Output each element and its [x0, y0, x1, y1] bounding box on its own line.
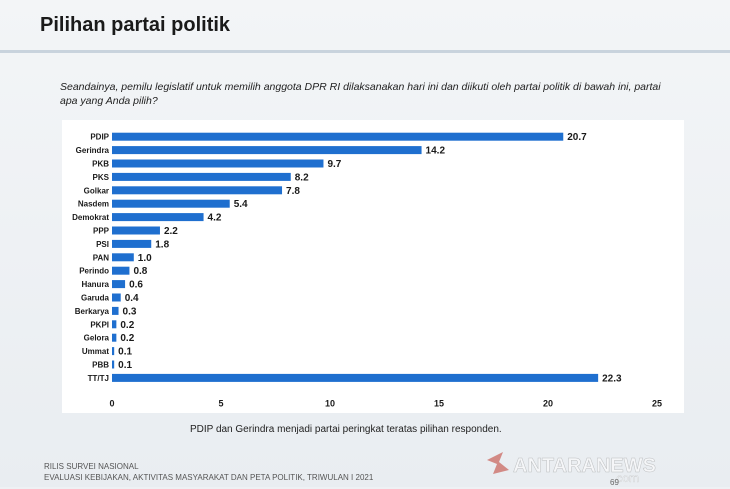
watermark-sub-text: .com — [613, 471, 639, 484]
category-label: PPP — [93, 227, 110, 236]
bar-value-label: 0.6 — [129, 280, 143, 291]
category-label: Gerindra — [76, 146, 110, 155]
footer-line-2: EVALUASI KEBIJAKAN, AKTIVITAS MASYARAKAT… — [44, 473, 374, 482]
category-label: PDIP — [90, 133, 109, 142]
category-label: PBB — [92, 361, 109, 370]
bar-value-label: 0.3 — [123, 306, 137, 317]
bar — [112, 266, 130, 275]
bar-value-label: 14.2 — [426, 146, 446, 157]
bar-value-label: 2.2 — [164, 226, 178, 237]
bar-value-label: 5.4 — [234, 199, 248, 210]
bar-value-label: 8.2 — [295, 172, 309, 183]
page-number: 69 — [610, 478, 619, 487]
bar — [112, 280, 126, 289]
bar — [112, 172, 291, 181]
bar — [112, 373, 599, 382]
bar-value-label: 0.4 — [125, 293, 139, 304]
chart-panel: PDIP 20.7 Gerindra 14.2 PKB 9.7 PKS 8.2 Golkar 7.… — [62, 120, 684, 413]
category-label: TT/TJ — [88, 374, 109, 383]
slide-title: Pilihan partai politik — [40, 14, 231, 36]
bar-value-label: 1.0 — [138, 253, 152, 264]
bar-value-label: 22.3 — [602, 373, 622, 384]
footer-line-1: RILIS SURVEI NASIONAL — [44, 462, 139, 471]
category-label: Hanura — [81, 280, 109, 289]
x-tick-label: 0 — [109, 399, 114, 409]
category-label: Perindo — [79, 267, 109, 276]
category-label: PKB — [92, 160, 109, 169]
bar — [112, 360, 115, 369]
x-tick-label: 20 — [543, 399, 553, 409]
bar-value-label: 20.7 — [567, 132, 587, 143]
bar-value-label: 4.2 — [208, 213, 222, 224]
bar — [112, 226, 160, 235]
bar — [112, 347, 115, 356]
bar — [112, 199, 230, 208]
bar-value-label: 0.1 — [118, 360, 132, 371]
category-label: Berkarya — [75, 307, 110, 316]
bar-value-label: 9.7 — [327, 159, 341, 170]
category-label: PKS — [93, 173, 110, 182]
title-divider — [0, 50, 730, 53]
bar-value-label: 7.8 — [286, 186, 300, 197]
bar-value-label: 0.2 — [120, 320, 134, 331]
bar — [112, 333, 117, 342]
category-label: Garuda — [81, 294, 110, 303]
bar-value-label: 0.1 — [118, 347, 132, 358]
category-label: PAN — [93, 253, 110, 262]
bar — [112, 320, 117, 329]
bar-value-label: 0.2 — [120, 333, 134, 344]
category-label: Gelora — [84, 334, 110, 343]
x-tick-label: 25 — [652, 399, 662, 409]
bar — [112, 132, 564, 141]
category-label: Demokrat — [72, 213, 109, 222]
bar — [112, 306, 119, 315]
x-tick-label: 15 — [434, 399, 444, 409]
survey-question: Seandainya, pemilu legislatif untuk memi… — [60, 81, 661, 107]
bar — [112, 146, 422, 155]
antaranews-watermark: ANTARANEWS .com — [485, 448, 725, 485]
bar — [112, 159, 324, 168]
bar — [112, 239, 152, 248]
antara-logo-icon — [487, 452, 509, 474]
bar — [112, 253, 134, 262]
bar-value-label: 0.8 — [133, 266, 147, 277]
footer-text: RILIS SURVEI NASIONAL EVALUASI KEBIJAKAN… — [44, 461, 373, 483]
x-tick-label: 10 — [325, 399, 335, 409]
category-label: Golkar — [84, 186, 109, 195]
bar-chart: PDIP 20.7 Gerindra 14.2 PKB 9.7 PKS 8.2 Golkar 7.… — [72, 132, 662, 409]
category-label: Nasdem — [78, 200, 109, 209]
category-label: PKPI — [90, 320, 109, 329]
category-label: Ummat — [82, 347, 109, 356]
bar — [112, 293, 121, 302]
bar-value-label: 1.8 — [155, 239, 169, 250]
category-label: PSI — [96, 240, 109, 249]
bar — [112, 186, 283, 195]
watermark-text: ANTARANEWS — [513, 455, 656, 477]
bar — [112, 213, 204, 222]
chart-caption: PDIP dan Gerindra menjadi partai peringk… — [190, 424, 502, 435]
x-tick-label: 5 — [218, 399, 223, 409]
